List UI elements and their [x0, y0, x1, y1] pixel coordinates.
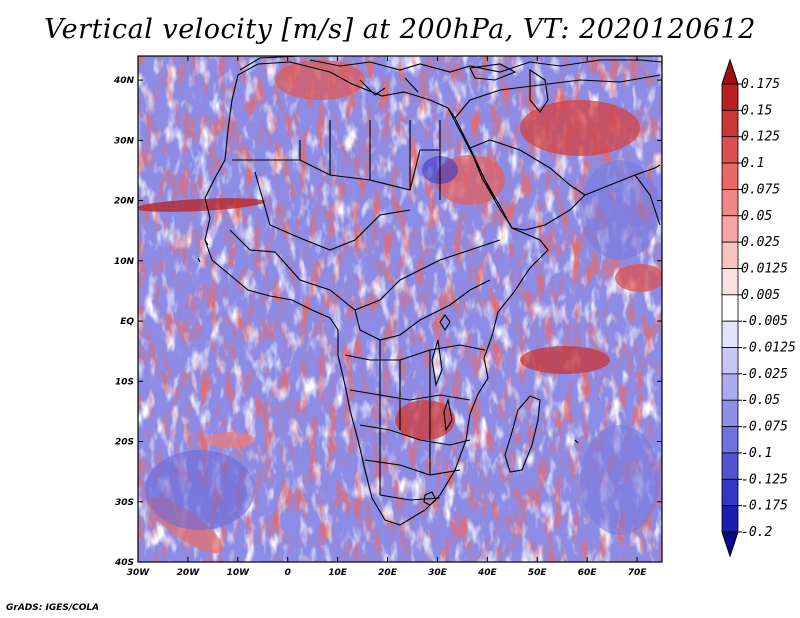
colorbar-box [721, 347, 739, 375]
colorbar-label: -0.0125 [741, 341, 796, 356]
lon-tick-label: 30E [428, 568, 448, 578]
lon-tick-label: 60E [578, 568, 598, 578]
colorbar-box [721, 189, 739, 217]
colorbar-box [721, 294, 739, 322]
colorbar-box [721, 162, 739, 190]
lon-tick-label: 50E [528, 568, 548, 578]
latitude-axis: 40N 30N 20N 10N EQ 10S 20S 30S 40S [113, 76, 662, 568]
colorbar-label: -0.2 [741, 525, 772, 540]
colorbar-label: 0.005 [741, 288, 780, 303]
lon-tick-label: 10E [328, 568, 348, 578]
lon-tick-label: 30W [127, 568, 151, 578]
lat-tick-label: 30S [115, 498, 134, 508]
colorbar-label: -0.125 [741, 472, 788, 487]
lat-tick-label: 20S [115, 438, 134, 448]
colorbar-box [721, 505, 739, 533]
colorbar-label: -0.075 [741, 420, 788, 435]
lon-tick-label: 0 [285, 568, 291, 578]
plot-frame [137, 55, 663, 563]
colorbar-box [721, 373, 739, 401]
lat-tick-label: 40N [113, 76, 135, 86]
colorbar-label: 0.0125 [741, 261, 788, 276]
colorbar-box [721, 136, 739, 164]
colorbar-box [721, 109, 739, 138]
colorbar-label: 0.125 [741, 130, 780, 145]
longitude-axis: 30W 20W 10W 0 10E 20E 30E 40E 50E 60E 70E [127, 56, 647, 578]
colorbar-label: -0.025 [741, 367, 788, 382]
colorbar-box [721, 452, 739, 480]
lat-tick-label: 10N [114, 257, 135, 267]
colorbar-label: 0.025 [741, 235, 780, 250]
grads-credit: GrADS: IGES/COLA [6, 603, 100, 613]
lat-tick-label: 10S [115, 377, 134, 387]
lat-tick-label: 20N [114, 197, 135, 207]
colorbar-box [721, 215, 739, 243]
lat-tick-label: 40S [114, 558, 134, 568]
colorbar-bottom-arrow [721, 531, 739, 558]
colorbar-label: 0.075 [741, 182, 780, 197]
colorbar-label: -0.05 [741, 393, 780, 408]
coastline [197, 56, 662, 526]
colorbar-box [721, 478, 739, 507]
velocity-field [138, 56, 662, 562]
colorbar-box [721, 241, 739, 269]
colorbar-box [721, 320, 739, 348]
lat-tick-label: EQ [120, 317, 134, 327]
colorbar-label: -0.005 [741, 314, 788, 329]
colorbar-box [721, 83, 739, 111]
lon-tick-label: 20W [177, 568, 201, 578]
colorbar-label: 0.05 [741, 209, 772, 224]
lon-tick-label: 10W [227, 568, 251, 578]
colorbar-box [721, 399, 739, 427]
map-title: Vertical velocity [m/s] at 200hPa, VT: 2… [44, 14, 756, 45]
colorbar-label: 0.175 [741, 77, 780, 92]
colorbar-top-arrow [721, 58, 739, 85]
colorbar-label: 0.15 [741, 103, 772, 118]
lon-tick-label: 20E [378, 568, 398, 578]
lon-tick-label: 40E [477, 568, 498, 578]
colorbar-box [721, 426, 739, 454]
colorbar-box [721, 268, 739, 296]
lon-tick-label: 70E [628, 568, 648, 578]
colorbar-label: -0.175 [741, 499, 788, 514]
colorbar-label: -0.1 [741, 446, 772, 461]
lat-tick-label: 30N [114, 136, 135, 146]
colorbar-label: 0.1 [741, 156, 764, 171]
